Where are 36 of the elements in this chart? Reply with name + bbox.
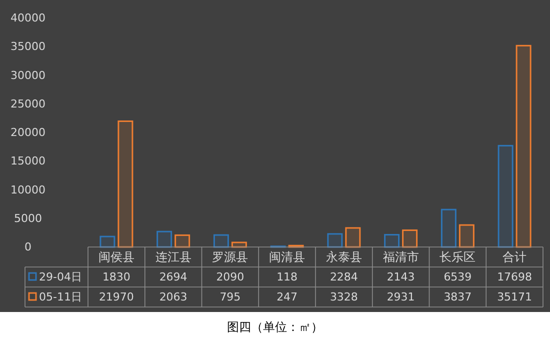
data-label: 2284	[330, 270, 358, 284]
data-label: 21970	[98, 290, 134, 304]
data-label: 1830	[102, 270, 130, 284]
data-label: 118	[276, 270, 298, 284]
data-label: 3328	[330, 290, 358, 304]
x-tick-label: 合计	[502, 250, 527, 264]
text: 图四（单位：㎡）	[227, 320, 323, 334]
data-label: 2931	[386, 290, 415, 304]
x-tick-label: 闽清县	[269, 250, 306, 264]
y-tick-label: 35000	[10, 40, 46, 54]
data-label: 6539	[444, 270, 472, 284]
data-label: 2090	[216, 270, 244, 284]
data-label: 795	[220, 290, 241, 304]
y-tick-label: 5000	[14, 212, 42, 225]
data-label: 2143	[386, 270, 415, 284]
x-tick-label: 永泰县	[326, 250, 362, 264]
y-tick-label: 0	[24, 240, 32, 254]
y-tick-label: 40000	[10, 12, 46, 24]
y-tick-label: 30000	[10, 68, 46, 82]
y-tick-label: 10000	[10, 183, 46, 196]
y-tick-label: 20000	[10, 126, 46, 139]
data-label: 247	[276, 290, 298, 304]
x-tick-label: 闽侯县	[98, 250, 134, 264]
x-tick-label: 连江县	[155, 250, 192, 264]
data-label: 2063	[159, 290, 188, 304]
y-tick-label: 25000	[10, 97, 46, 110]
y-tick-label: 15000	[10, 154, 46, 168]
x-tick-label: 罗源县	[212, 250, 248, 264]
data-label: 17698	[497, 270, 532, 284]
legend-label: 05-11日	[39, 290, 82, 304]
data-label: 2694	[159, 270, 188, 284]
x-tick-label: 长乐区	[440, 250, 476, 264]
data-label: 35171	[497, 290, 532, 304]
data-label: 3837	[444, 290, 472, 304]
legend-label: 29-04日	[39, 270, 82, 284]
x-tick-label: 福清市	[382, 250, 419, 264]
